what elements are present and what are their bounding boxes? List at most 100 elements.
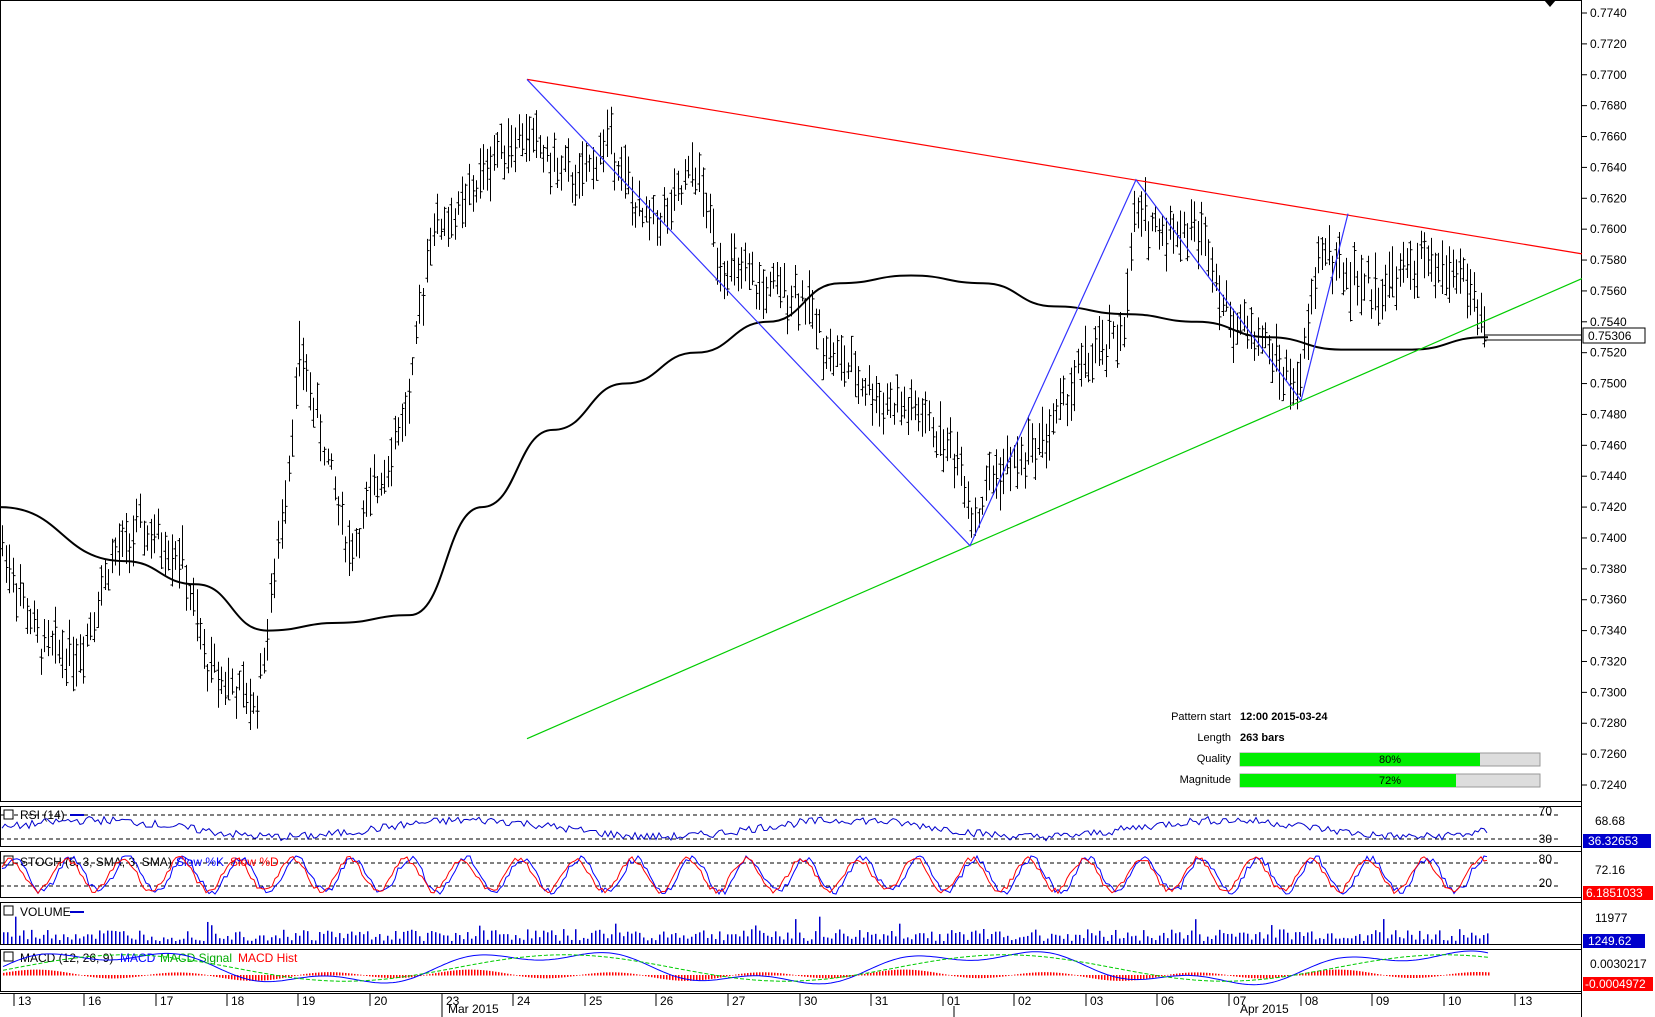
rsi-close-icon[interactable]	[3, 809, 14, 820]
macd-hist-bar	[174, 972, 176, 976]
macd-hist-bar	[477, 969, 479, 976]
ohlc-bar	[364, 481, 369, 517]
macd-hist-bar	[492, 971, 494, 976]
volume-bar	[251, 940, 253, 944]
macd-hist-bar	[474, 969, 476, 976]
ohlc-bar	[913, 390, 918, 421]
volume-bar	[719, 931, 721, 944]
macd-hist-bar	[471, 969, 473, 976]
ohlc-bar	[1171, 213, 1176, 254]
macd-hist-bar	[1476, 972, 1478, 976]
macd-hist-bar	[1227, 975, 1229, 976]
macd-hist-bar	[162, 973, 164, 976]
volume-bar	[1343, 937, 1345, 944]
macd-hist-bar	[690, 975, 692, 981]
macd-hist-bar	[519, 975, 521, 977]
ohlc-bar	[1168, 205, 1173, 240]
macd-hist-bar	[414, 975, 416, 977]
macd-hist-bar	[267, 975, 269, 981]
ohlc-bar	[1203, 216, 1208, 256]
ohlc-bar	[1214, 263, 1219, 291]
macd-hist-bar	[846, 975, 848, 978]
volume-bar	[999, 931, 1001, 944]
price-tick-label: 0.7280	[1590, 716, 1627, 730]
macd-hist-bar	[465, 969, 467, 976]
ohlc-bar	[1097, 316, 1102, 366]
volume-bar	[1431, 939, 1433, 944]
macd-hist-bar	[1029, 972, 1031, 976]
macd-close-icon[interactable]	[3, 951, 14, 962]
volume-bar	[323, 933, 325, 944]
volume-bar	[179, 939, 181, 944]
macd-hist-bar	[1482, 972, 1484, 976]
macd-hist-bar	[1434, 975, 1436, 977]
macd-hist-bar	[309, 973, 311, 976]
price-tick-label: 0.7400	[1590, 531, 1627, 545]
macd-hist-bar	[906, 969, 908, 976]
macd-hist-bar	[279, 975, 281, 979]
volume-bar	[271, 937, 273, 944]
volume-bar	[1419, 930, 1421, 944]
macd-hist-bar	[318, 972, 320, 976]
ohlc-bar	[927, 400, 932, 431]
volume-close-icon[interactable]	[3, 905, 14, 916]
ohlc-bar	[1267, 335, 1272, 365]
macd-hist-bar	[261, 975, 263, 981]
volume-bar	[195, 939, 197, 944]
ohlc-bar	[1178, 210, 1183, 262]
ohlc-bar	[931, 417, 936, 448]
time-tick-label: 13	[1519, 994, 1533, 1008]
ohlc-bar	[1366, 255, 1371, 284]
volume-bar	[927, 938, 929, 944]
ohlc-bar	[920, 398, 925, 437]
volume-bar	[691, 936, 693, 944]
volume-label: VOLUME	[20, 905, 71, 919]
ohlc-bar	[1245, 315, 1250, 349]
macd-hist-bar	[672, 975, 674, 981]
ohlc-bar	[439, 218, 444, 240]
volume-bar	[1143, 930, 1145, 944]
volume-bar	[1387, 938, 1389, 944]
volume-bar	[31, 929, 33, 944]
volume-bar	[1255, 934, 1257, 944]
volume-bar	[527, 929, 529, 944]
ohlc-bar	[966, 481, 971, 519]
macd-hist-bar	[15, 971, 17, 976]
macd-hist-bar	[138, 975, 140, 977]
ohlc-bar	[846, 362, 851, 379]
macd-hist-bar	[111, 975, 113, 979]
macd-hist-bar	[327, 972, 329, 976]
macd-hist-bar	[621, 972, 623, 976]
macd-hist-bar	[147, 974, 149, 976]
macd-hist-bar	[321, 972, 323, 976]
volume-bar	[219, 938, 221, 944]
volume-bar	[315, 940, 317, 944]
volume-bar	[743, 930, 745, 944]
volume-bar	[363, 934, 365, 944]
volume-bar	[1407, 930, 1409, 944]
macd-hist-bar	[1077, 975, 1079, 976]
volume-bar	[395, 930, 397, 944]
ohlc-bar	[867, 365, 872, 396]
volume-bar	[1395, 930, 1397, 944]
volume-bar	[507, 934, 509, 944]
macd-hist-bar	[552, 975, 554, 979]
ohlc-bar	[184, 564, 189, 611]
volume-bar	[1115, 929, 1117, 944]
ohlc-bar	[180, 525, 185, 569]
ohlc-bar	[142, 520, 147, 556]
volume-bar	[1451, 935, 1453, 944]
volume-bar	[1155, 940, 1157, 944]
macd-hist-bar	[666, 975, 668, 980]
macd-hist-bar	[504, 973, 506, 976]
stoch-close-icon[interactable]	[3, 855, 14, 866]
macd-hist-bar	[612, 972, 614, 976]
volume-bar	[1243, 932, 1245, 944]
macd-hist-bar	[27, 969, 29, 976]
macd-hist-bar	[165, 972, 167, 976]
ohlc-bar	[686, 155, 691, 179]
price-axis: 0.7740 0.7720 0.7700 0.7680 0.7660 0.7640 0.76…	[1582, 6, 1627, 792]
scroll-arrow-icon[interactable]	[1544, 0, 1556, 7]
ohlc-bar	[389, 437, 394, 487]
ohlc-bar	[877, 382, 882, 427]
